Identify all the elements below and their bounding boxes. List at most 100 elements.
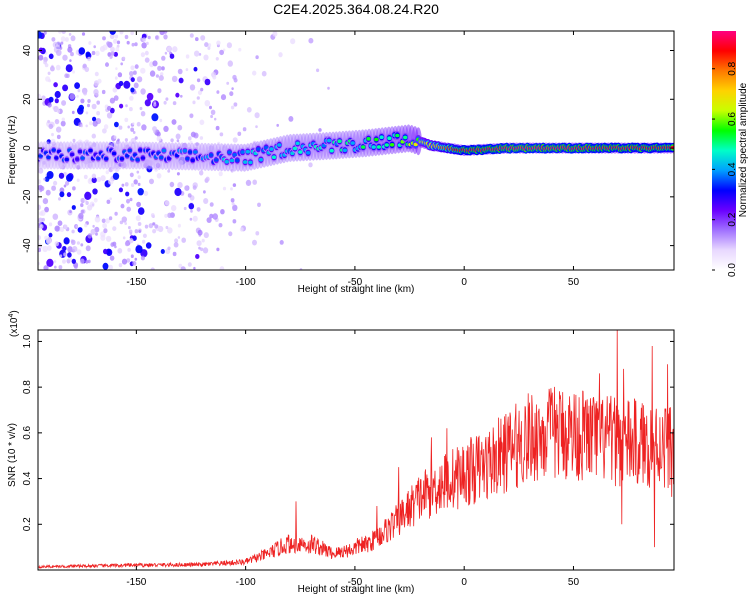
noise-blob [38, 235, 41, 241]
noise-blob [188, 136, 192, 141]
noise-blob [112, 226, 117, 232]
band-blob [119, 157, 125, 161]
noise-blob [78, 212, 84, 219]
noise-blob [160, 72, 164, 77]
noise-blob [203, 232, 209, 239]
noise-blob [159, 118, 163, 123]
noise-blob [107, 105, 112, 111]
noise-blob [89, 121, 93, 126]
noise-blob [113, 95, 119, 101]
noise-blob [80, 209, 85, 214]
noise-blob [92, 224, 95, 228]
noise-blob [118, 125, 123, 130]
noise-blob [102, 262, 109, 270]
noise-blob [91, 173, 97, 179]
noise-blob [161, 66, 165, 71]
noise-blob [56, 109, 61, 114]
spectrogram-x-tick-label: 0 [461, 277, 467, 288]
noise-blob [65, 180, 70, 186]
noise-blob [121, 183, 125, 187]
noise-blob [123, 80, 131, 89]
noise-blob [177, 68, 183, 75]
noise-blob [130, 31, 134, 36]
noise-blob [140, 67, 146, 74]
noise-blob [232, 204, 238, 211]
spectrogram-x-axis-label: Height of straight line (km) [298, 284, 415, 295]
noise-blob [172, 46, 178, 53]
noise-blob [48, 53, 54, 60]
band-blob [138, 148, 143, 152]
noise-blob [76, 249, 82, 255]
noise-blob [43, 31, 47, 35]
noise-blob [105, 170, 110, 175]
spectrogram-y-tick-label: 40 [22, 45, 33, 57]
noise-blob [142, 239, 146, 244]
noise-blob [215, 57, 219, 61]
noise-blob [122, 236, 126, 240]
noise-blob [134, 229, 139, 234]
noise-blob [38, 204, 42, 210]
snr-scale-close: ) [9, 310, 20, 313]
noise-blob [176, 172, 180, 176]
noise-blob [74, 82, 80, 89]
noise-blob [136, 76, 143, 83]
noise-blob [222, 186, 227, 191]
noise-blob [59, 187, 65, 193]
noise-blob [254, 112, 260, 119]
band-blob [77, 149, 83, 154]
noise-blob [232, 74, 237, 80]
noise-blob [71, 205, 76, 210]
noise-blob [129, 71, 134, 77]
noise-blob [80, 243, 84, 247]
snr-series-line [38, 330, 674, 569]
noise-blob [146, 41, 149, 46]
noise-blob [232, 219, 237, 224]
noise-blob [205, 176, 210, 182]
noise-blob [207, 46, 211, 50]
noise-blob [67, 246, 73, 253]
noise-blob [60, 120, 66, 127]
noise-blob [66, 192, 72, 198]
noise-blob [58, 172, 65, 179]
noise-blob [108, 178, 114, 185]
noise-blob [109, 97, 115, 104]
noise-blob [146, 92, 154, 101]
noise-blob [66, 174, 73, 182]
noise-blob [48, 232, 53, 238]
colorbar-gradient [712, 31, 736, 270]
noise-blob [87, 99, 91, 103]
noise-blob [77, 227, 83, 233]
noise-blob [54, 225, 60, 232]
noise-blob [134, 257, 138, 261]
noise-blob [210, 114, 214, 119]
noise-blob [137, 207, 145, 215]
noise-blob [246, 107, 252, 113]
noise-blob [142, 37, 147, 42]
noise-blob [67, 252, 72, 258]
noise-blob [105, 218, 110, 224]
noise-blob [48, 222, 53, 227]
noise-blob [54, 90, 61, 99]
noise-blob [112, 172, 120, 180]
noise-blob [79, 258, 85, 265]
noise-blob [69, 257, 73, 261]
noise-blob [180, 94, 183, 98]
noise-blob [276, 123, 280, 127]
noise-blob [171, 119, 177, 125]
noise-blob [232, 183, 237, 188]
noise-blob [54, 98, 59, 104]
noise-blob [44, 63, 49, 68]
noise-blob [38, 167, 44, 174]
noise-blob [136, 201, 142, 208]
noise-blob [163, 100, 167, 105]
noise-blob [56, 49, 62, 56]
noise-blob [69, 59, 72, 62]
noise-blob [147, 35, 151, 40]
noise-blob [46, 245, 52, 251]
noise-blob [175, 92, 180, 98]
noise-blob [58, 197, 61, 201]
snr-y-tick-label: 1.0 [22, 334, 33, 348]
noise-blob [48, 79, 51, 83]
band-blob [292, 146, 298, 151]
noise-blob [109, 255, 115, 261]
